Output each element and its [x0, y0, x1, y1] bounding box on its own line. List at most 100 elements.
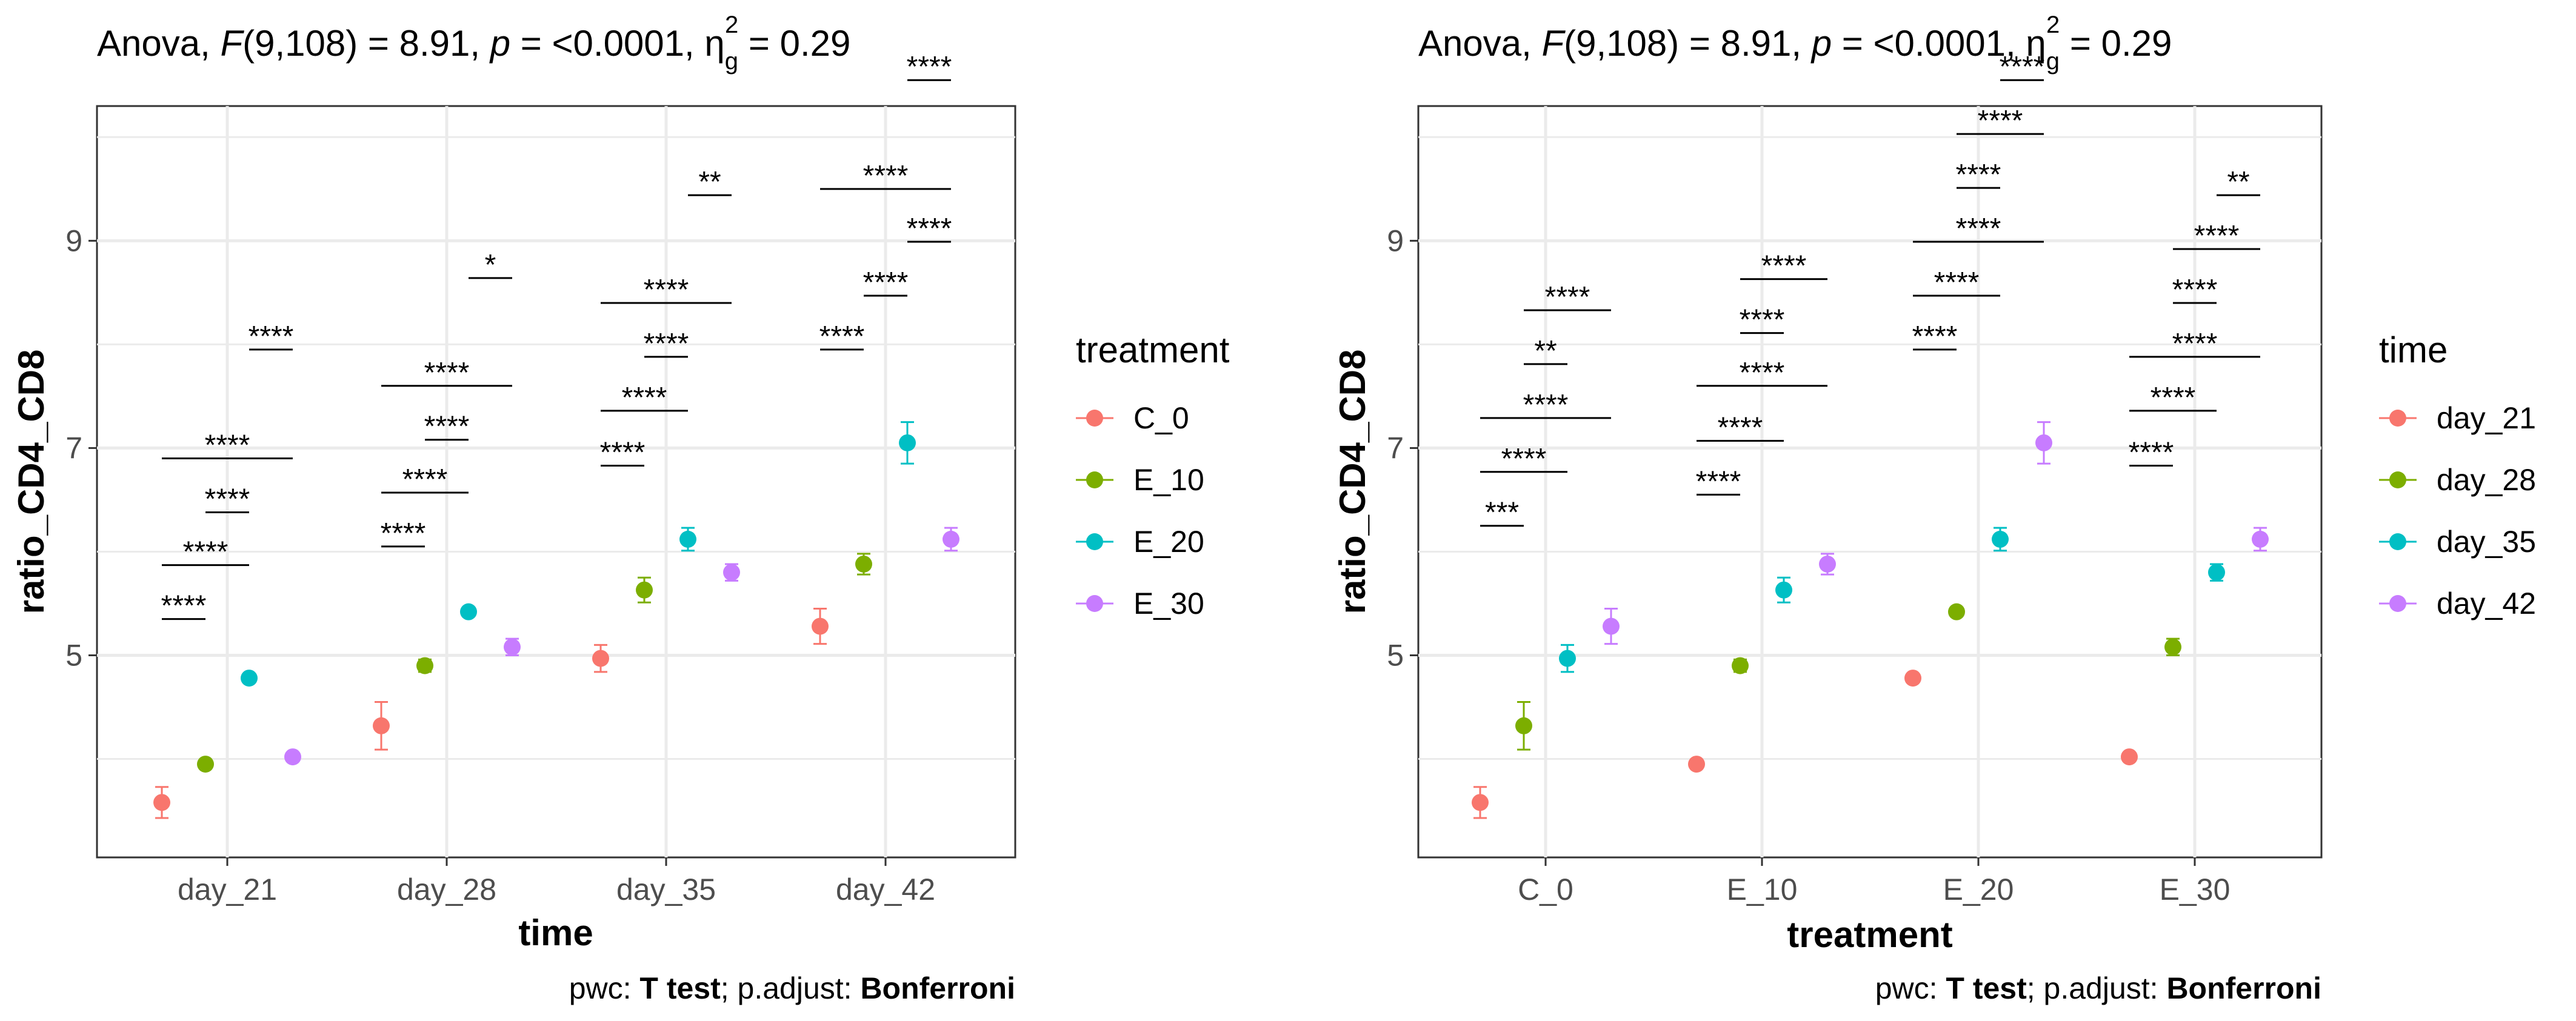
left-significance-label: ****: [907, 51, 952, 83]
right-significance-label: ****: [1761, 250, 1807, 282]
right-y-axis-title: ratio_CD4_CD8: [1332, 350, 1373, 614]
right-data-point: [2208, 564, 2225, 581]
right-significance-label: ****: [1740, 304, 1785, 336]
right-data-point: [1904, 670, 1921, 687]
left-significance-label: **: [698, 166, 721, 198]
right-significance-label: ****: [1934, 267, 1980, 299]
right-legend-label: day_21: [2437, 401, 2536, 435]
right-plot-panel: [1417, 105, 2323, 859]
left-x-axis-title: time: [518, 913, 593, 953]
right-legend-title: time: [2379, 330, 2448, 370]
right-data-point: [1732, 657, 1749, 674]
left-legend-label: C_0: [1133, 401, 1189, 435]
right-x-tick-label: E_20: [1943, 873, 2014, 906]
right-significance-label: ****: [2172, 274, 2218, 306]
left-data-point: [679, 530, 696, 548]
left-legend-key: [1086, 410, 1103, 427]
right-caption: pwc: T test; p.adjust: Bonferroni: [1875, 971, 2321, 1005]
left-data-point: [416, 657, 433, 674]
left-y-tick-label: 5: [65, 638, 82, 672]
right-y-axis: 5 7 9: [1387, 224, 1418, 672]
right-legend-key: [2389, 595, 2406, 612]
right-data-point: [1819, 555, 1836, 573]
left-data-point: [812, 617, 829, 635]
left-data-point: [153, 794, 170, 811]
left-data-point: [855, 555, 872, 573]
right-data-point: [2164, 638, 2181, 656]
left-x-axis: day_21 day_28 day_35 day_42: [178, 857, 935, 906]
right-significance-label: ***: [1485, 497, 1519, 529]
right-significance-label: ****: [2151, 382, 2196, 414]
left-significance-label: ****: [161, 590, 207, 622]
right-significance-label: ****: [1956, 213, 2001, 245]
right-data-point: [1688, 756, 1705, 773]
left-significance-label: ****: [644, 328, 689, 360]
right-data-point: [1948, 603, 1965, 620]
left-legend-label: E_20: [1133, 525, 1204, 559]
left-legend-key: [1086, 533, 1103, 550]
left-significance-label: ****: [424, 357, 470, 389]
right-legend-label: day_28: [2437, 463, 2536, 497]
left-data-point: [460, 603, 477, 620]
right-significance-label: **: [2227, 166, 2249, 198]
right-data-point: [2252, 530, 2269, 548]
right-data-point: [2035, 434, 2052, 451]
right-significance-label: ****: [1978, 105, 2023, 137]
left-data-point: [284, 748, 301, 766]
left-y-axis-title: ratio_CD4_CD8: [11, 350, 52, 614]
left-significance-label: ****: [863, 160, 909, 192]
left-data-point: [636, 581, 653, 599]
right-significance-label: **: [1534, 335, 1557, 367]
left-legend-label: E_10: [1133, 463, 1204, 497]
left-chart-title: Anova, F(9,108) = 8.91, p = <0.0001, ηg2…: [97, 12, 850, 75]
right-significance-annotations: ****************************************…: [1480, 51, 2260, 529]
right-significance-label: ****: [2172, 328, 2218, 360]
right-significance-label: ****: [2000, 51, 2045, 83]
right-significance-label: ****: [1501, 443, 1547, 475]
left-significance-label: ****: [819, 321, 865, 353]
left-data-point: [373, 717, 390, 734]
left-data-point: [504, 638, 521, 656]
right-data-points: [1472, 434, 2269, 811]
right-x-axis: C_0 E_10 E_20 E_30: [1518, 857, 2230, 906]
left-data-point: [943, 530, 959, 548]
left-legend-key: [1086, 471, 1103, 488]
left-significance-label: ****: [402, 464, 448, 496]
left-y-tick-label: 7: [65, 431, 82, 465]
left-x-tick-label: day_21: [178, 873, 277, 906]
right-significance-label: ****: [1912, 321, 1958, 353]
left-data-point: [197, 756, 214, 773]
left-y-tick-label: 9: [65, 224, 82, 258]
right-x-tick-label: E_10: [1727, 873, 1798, 906]
left-significance-label: ****: [863, 267, 909, 299]
right-legend-key: [2389, 533, 2406, 550]
right-significance-label: ****: [1523, 389, 1569, 421]
right-data-point: [1603, 617, 1620, 635]
right-legend-label: day_42: [2437, 587, 2536, 620]
left-x-tick-label: day_35: [616, 873, 716, 906]
right-significance-label: ****: [2129, 436, 2174, 468]
right-y-tick-label: 9: [1387, 224, 1404, 258]
right-data-point: [1559, 650, 1576, 667]
left-significance-label: ****: [600, 436, 646, 468]
left-x-tick-label: day_42: [836, 873, 935, 906]
left-legend-key: [1086, 595, 1103, 612]
left-significance-annotations: ****************************************…: [161, 51, 952, 622]
right-data-point: [1515, 717, 1532, 734]
left-significance-label: ****: [249, 321, 294, 353]
left-gridlines: [97, 106, 1015, 857]
left-significance-label: ****: [205, 430, 250, 462]
left-data-point: [592, 650, 609, 667]
left-significance-label: ****: [644, 274, 689, 306]
left-y-axis: 5 7 9: [65, 224, 97, 672]
right-legend-key: [2389, 410, 2406, 427]
right-chart: Anova, F(9,108) = 8.91, p = <0.0001, ηg2…: [1332, 12, 2536, 1005]
left-chart: Anova, F(9,108) = 8.91, p = <0.0001, ηg2…: [11, 12, 1230, 1005]
right-y-tick-label: 7: [1387, 431, 1404, 465]
left-data-point: [723, 564, 740, 581]
right-data-point: [1992, 530, 2009, 548]
left-significance-label: ****: [424, 411, 470, 443]
right-data-point: [2121, 748, 2138, 766]
